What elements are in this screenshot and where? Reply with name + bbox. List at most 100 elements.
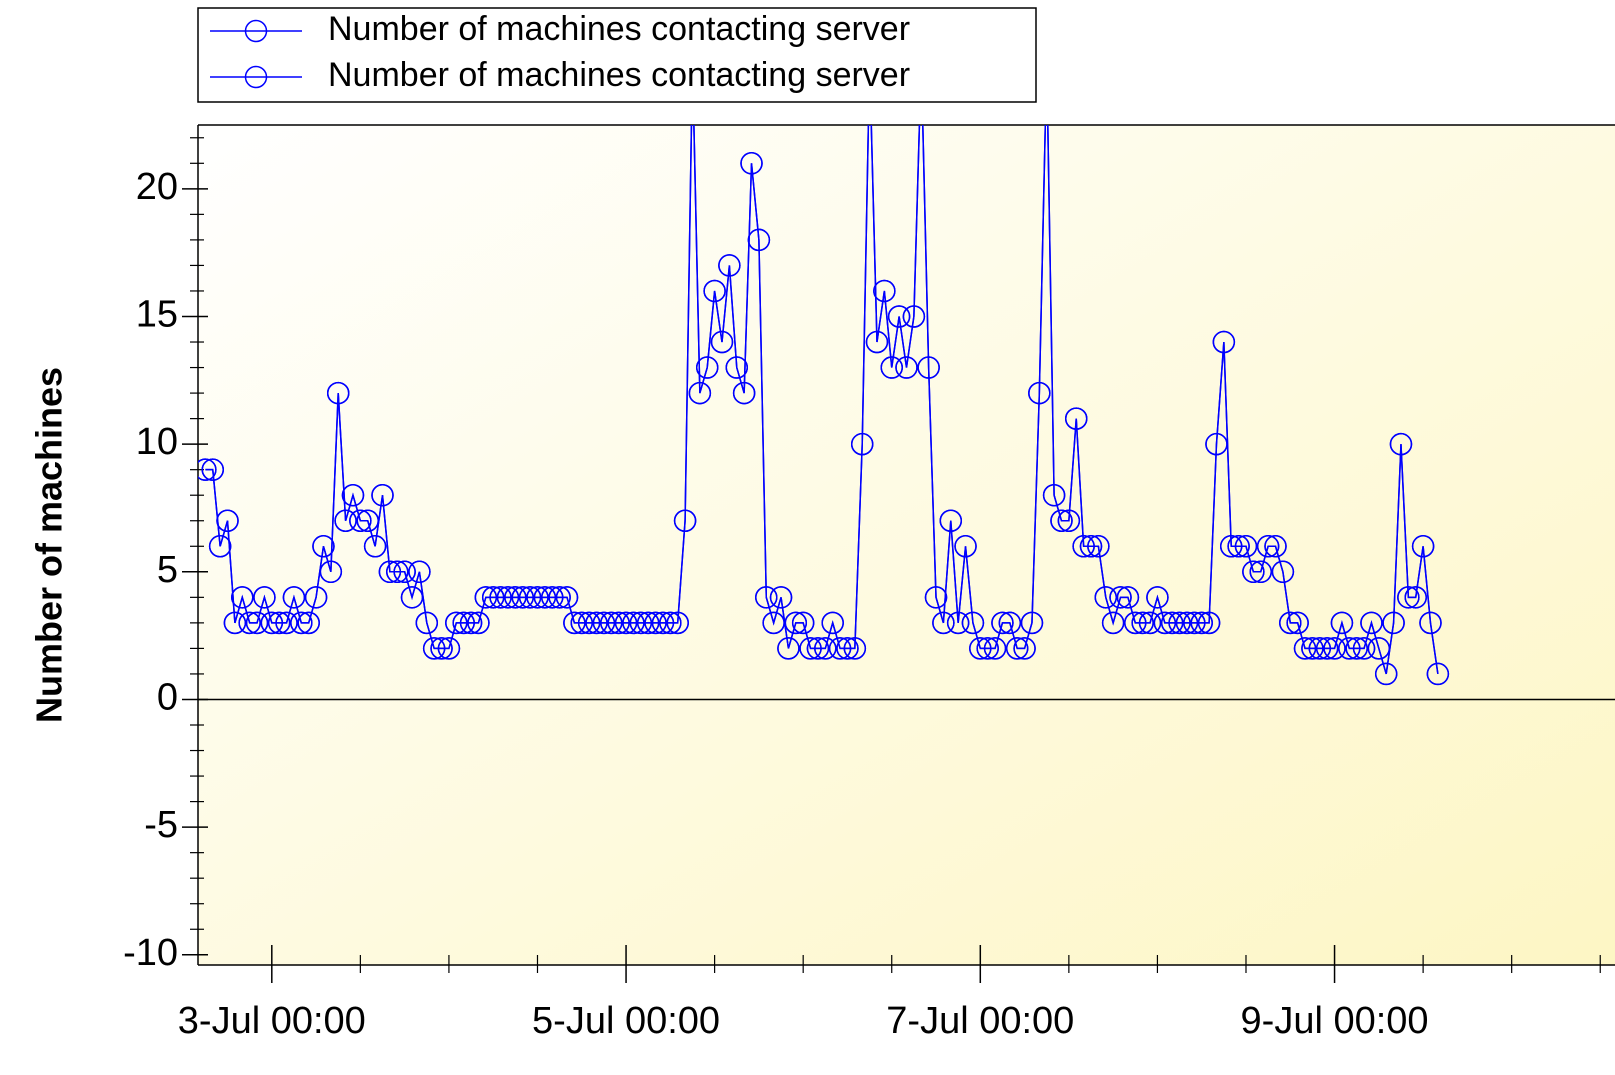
data-point (1389, 432, 1413, 456)
data-point (1227, 535, 1250, 558)
data-point (865, 330, 889, 354)
data-point (275, 611, 298, 635)
data-point (393, 560, 416, 584)
data-point (253, 586, 276, 609)
data-point (740, 152, 763, 175)
y-tick-label: 15 (136, 294, 178, 336)
data-point (245, 611, 269, 635)
data-point (703, 279, 726, 303)
data-point (924, 586, 948, 609)
data-point (1264, 535, 1287, 558)
data-point (496, 586, 520, 609)
legend-marker (244, 19, 268, 43)
data-point (1323, 637, 1346, 660)
data-point (695, 356, 719, 379)
data-point (1271, 560, 1295, 584)
data-point (1338, 637, 1361, 660)
data-point (570, 611, 594, 635)
data-point (267, 611, 291, 635)
data-point (1168, 611, 1191, 635)
data-point (1308, 637, 1332, 660)
data-point (555, 586, 579, 609)
data-point (415, 611, 439, 635)
data-point (791, 611, 815, 635)
data-point (710, 330, 734, 354)
data-point (223, 611, 247, 635)
y-tick-label: 10 (136, 421, 178, 463)
data-point (363, 535, 387, 558)
legend-marker (244, 65, 268, 89)
data-point (312, 535, 335, 558)
data-point (821, 611, 844, 635)
plot-area (198, 125, 1615, 965)
legend-label: Number of machines contacting server (328, 10, 910, 48)
data-point (828, 637, 852, 660)
data-point (1374, 662, 1398, 686)
data-point (1190, 611, 1213, 635)
data-point (356, 509, 379, 532)
data-point (673, 509, 697, 532)
data-point (1205, 432, 1228, 456)
data-point (201, 458, 225, 481)
data-point (1352, 637, 1376, 660)
data-point (843, 637, 867, 660)
data-point (747, 228, 771, 252)
data-point (614, 611, 638, 635)
data-point (1042, 483, 1066, 507)
y-tick-label: 5 (157, 549, 178, 591)
data-point (378, 560, 402, 584)
data-point (755, 586, 778, 609)
data-point (592, 611, 616, 635)
data-point (1036, 51, 1057, 72)
data-point (887, 305, 911, 328)
data-point (799, 637, 822, 660)
data-point (1330, 611, 1354, 635)
data-point (297, 611, 320, 635)
data-point (644, 611, 667, 635)
data-point (1013, 637, 1036, 660)
data-point (895, 356, 918, 379)
data-point (408, 560, 431, 584)
data-point (1124, 611, 1147, 635)
data-point (1234, 535, 1258, 558)
data-point (1256, 535, 1280, 558)
data-point (1160, 611, 1184, 635)
data-point (991, 611, 1014, 635)
data-point (1367, 637, 1391, 660)
data-point (1404, 586, 1427, 609)
data-point (969, 637, 992, 660)
y-axis-label: Number of machines (29, 367, 70, 723)
data-point (1345, 637, 1368, 660)
data-point (1153, 611, 1177, 635)
data-point (836, 637, 859, 660)
data-point (216, 509, 239, 532)
data-point (976, 637, 999, 660)
data-point (1050, 509, 1073, 532)
data-point (939, 509, 963, 532)
x-tick-label: 9-Jul 00:00 (1241, 1000, 1429, 1042)
data-point (718, 254, 741, 277)
data-point (1005, 637, 1029, 660)
data-point (238, 611, 261, 635)
data-point (1175, 611, 1199, 635)
plot-layer (198, 51, 1450, 686)
data-point (282, 586, 306, 609)
data-point (659, 611, 682, 635)
legend-label: Number of machines contacting server (328, 56, 910, 94)
data-point (1028, 381, 1051, 405)
data-point (961, 611, 985, 635)
data-point (474, 586, 498, 609)
data-point (577, 611, 601, 635)
legend-box (197, 7, 1037, 103)
data-point (371, 483, 394, 507)
data-point (452, 611, 475, 635)
data-point (326, 381, 350, 405)
x-tick-label: 3-Jul 00:00 (178, 1000, 366, 1042)
data-point (1360, 611, 1383, 635)
data-point (1057, 509, 1081, 532)
data-point (814, 637, 837, 660)
data-point (1116, 586, 1140, 609)
data-point (1072, 535, 1095, 558)
